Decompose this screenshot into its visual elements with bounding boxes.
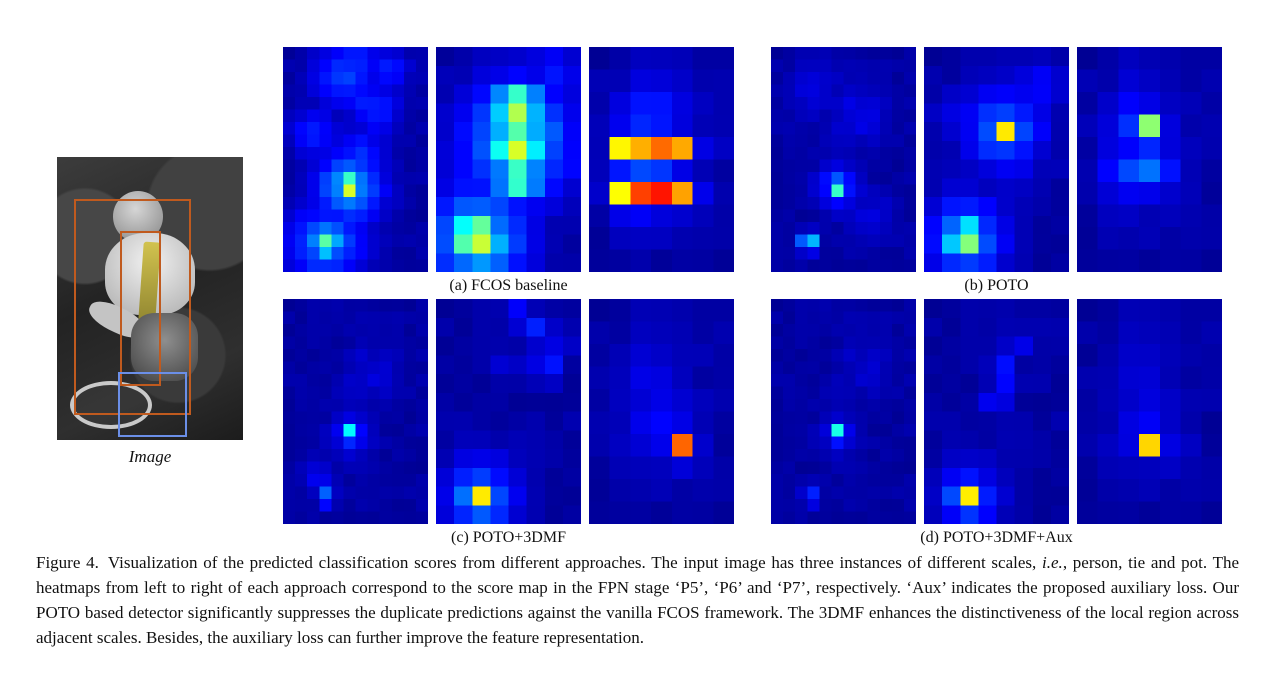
heatmap-c-P6: [436, 299, 581, 524]
heatmap-a-P6: [436, 47, 581, 272]
heatmap-c-P5: [283, 299, 428, 524]
heatmap-d-P6: [924, 299, 1069, 524]
heatmap-a-P7: [589, 47, 734, 272]
panel-group-fcos-baseline: (a) FCOS baseline: [283, 47, 734, 295]
panel-group-poto-3dmf: (c) POTO+3DMF: [283, 299, 734, 547]
panel-caption-d: (d) POTO+3DMF+Aux: [920, 529, 1073, 546]
pot-bbox: [118, 372, 188, 438]
heatmap-a-P5: [283, 47, 428, 272]
image-label: Image: [128, 447, 172, 466]
heatmap-row: [283, 47, 734, 272]
heatmap-row: [771, 299, 1222, 524]
panel-group-poto-3dmf-aux: (d) POTO+3DMF+Aux: [771, 299, 1222, 547]
tie-bbox: [120, 230, 162, 387]
panel-caption-b: (b) POTO: [964, 277, 1029, 294]
figure-caption-text-2: , person, tie and pot. The heatmaps from…: [36, 553, 1239, 647]
figure-caption-tag: Figure 4.: [36, 553, 99, 572]
heatmap-b-P6: [924, 47, 1069, 272]
heatmap-d-P5: [771, 299, 916, 524]
heatmap-d-P7: [1077, 299, 1222, 524]
heatmap-row: [771, 47, 1222, 272]
input-image: [57, 157, 243, 440]
panel-caption-c: (c) POTO+3DMF: [451, 529, 566, 546]
heatmap-b-P5: [771, 47, 916, 272]
person-bbox: [73, 199, 191, 415]
panel-group-poto: (b) POTO: [771, 47, 1222, 295]
figure-caption-italic: i.e.: [1042, 553, 1063, 572]
heatmap-b-P7: [1077, 47, 1222, 272]
heatmap-c-P7: [589, 299, 734, 524]
panel-caption-a: (a) FCOS baseline: [449, 277, 568, 294]
figure-caption: Figure 4. Visualization of the predicted …: [36, 550, 1239, 650]
child-shorts: [131, 312, 199, 381]
pot: [70, 380, 152, 429]
figure-caption-text-1: Visualization of the predicted classific…: [107, 553, 1043, 572]
heatmap-row: [283, 299, 734, 524]
